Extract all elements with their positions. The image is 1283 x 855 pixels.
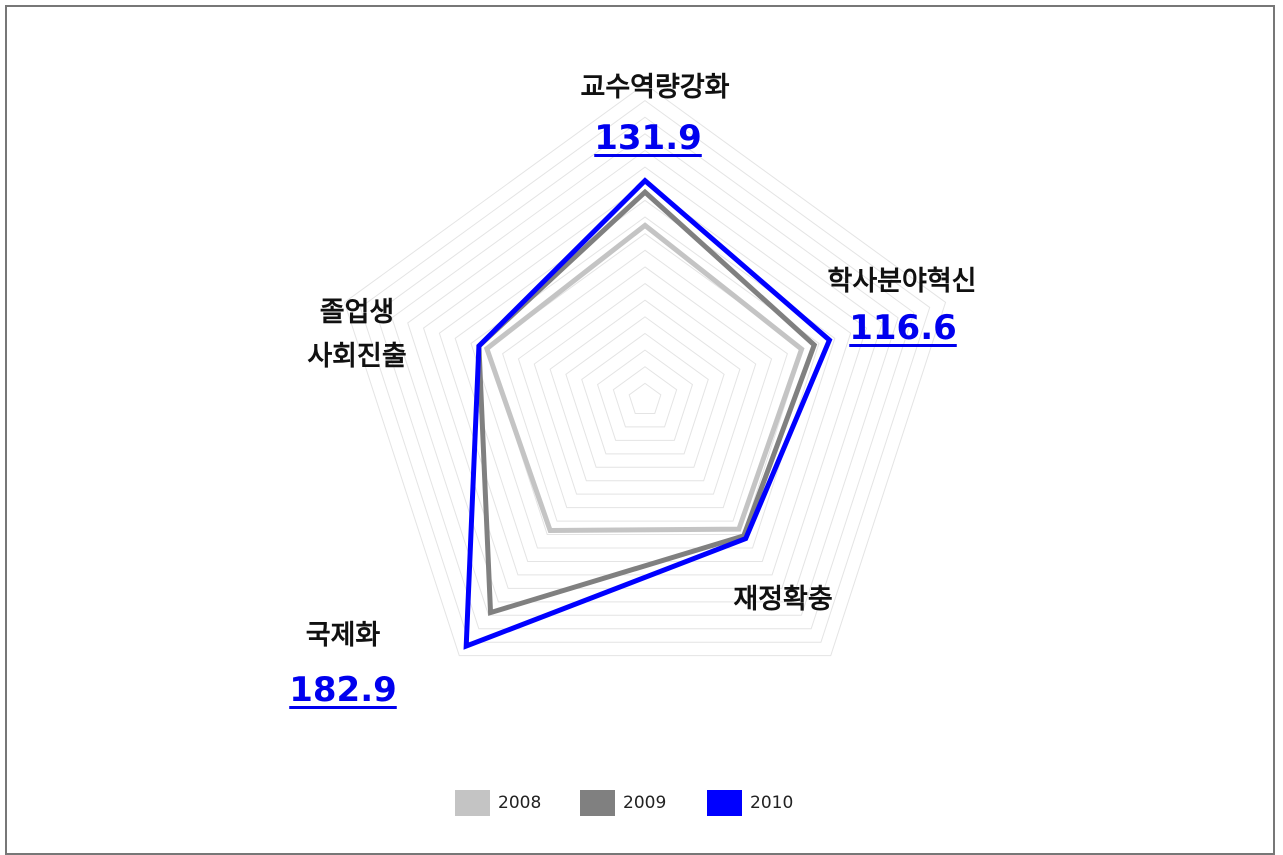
grid-ring: [391, 133, 899, 616]
series-line: [483, 222, 805, 534]
grid-ring: [359, 100, 931, 643]
grid-ring: [343, 83, 947, 657]
grid-ring: [517, 266, 773, 509]
legend-swatch: [580, 790, 615, 816]
grid-ring: [628, 382, 662, 414]
legend-swatch: [455, 790, 490, 816]
grid-ring: [596, 349, 694, 441]
value-label: 131.9: [594, 118, 702, 158]
grid-ring: [407, 149, 883, 603]
grid-ring: [565, 316, 725, 468]
legend-item: 2010: [707, 790, 793, 816]
legend-item: 2008: [455, 790, 541, 816]
series-line: [476, 188, 818, 616]
grid-ring: [533, 282, 757, 495]
axis-label: 국제화: [305, 620, 381, 651]
axis-label: 교수역량강화: [580, 72, 730, 103]
axis-label: 재정확충: [733, 584, 833, 615]
axis-label: 졸업생 사회진출: [307, 297, 407, 372]
legend-item: 2009: [580, 790, 666, 816]
legend-label: 2009: [623, 793, 667, 813]
legend-swatch: [707, 790, 742, 816]
grid-ring: [502, 249, 788, 522]
value-label: 182.9: [289, 670, 397, 710]
series-line: [463, 177, 833, 650]
value-label: 116.6: [849, 308, 957, 348]
grid-ring: [581, 332, 709, 455]
grid-ring: [375, 116, 915, 630]
legend-label: 2008: [498, 793, 542, 813]
legend-label: 2010: [750, 793, 794, 813]
grid-ring: [422, 166, 868, 589]
axis-label: 학사분야혁신: [827, 266, 977, 297]
grid-ring: [549, 299, 741, 482]
grid-ring: [612, 366, 678, 428]
